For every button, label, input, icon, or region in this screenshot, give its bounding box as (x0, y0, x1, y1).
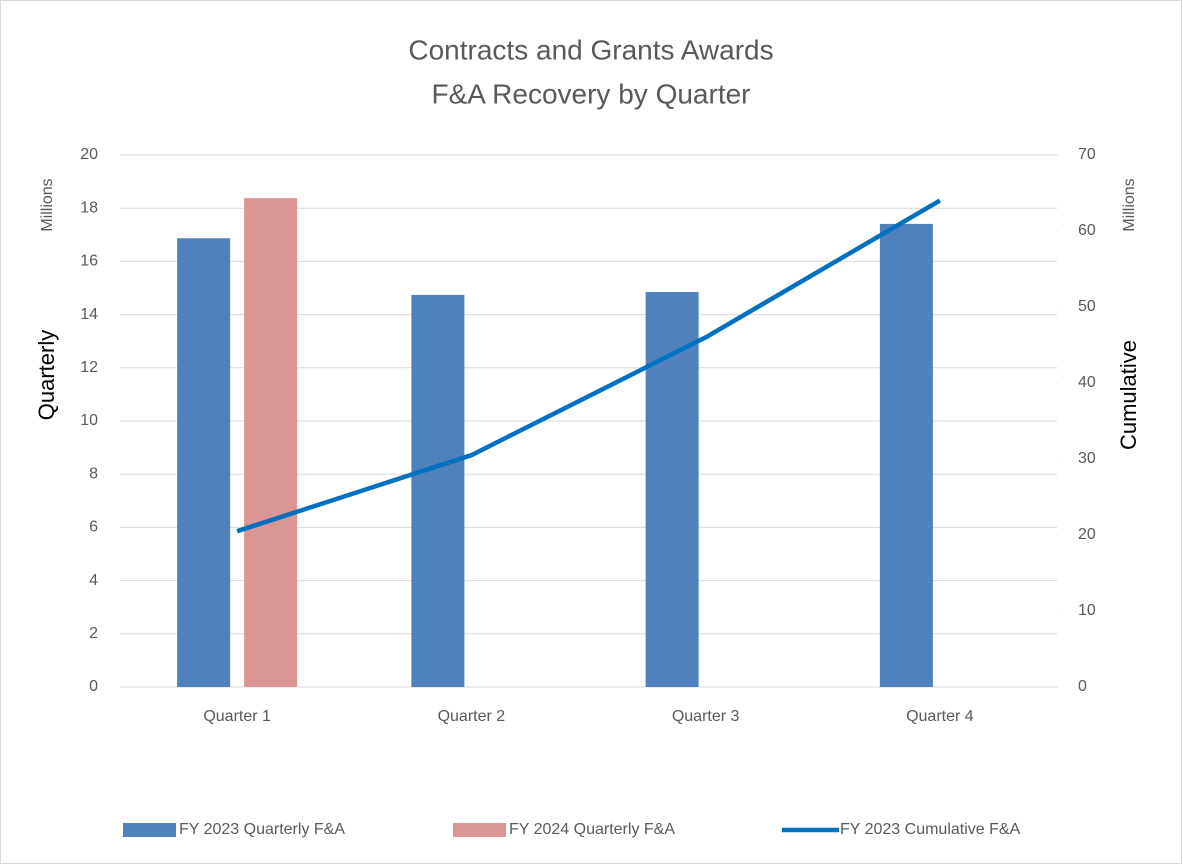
chart-title: Contracts and Grants Awards (408, 34, 773, 65)
legend-label: FY 2023 Cumulative F&A (840, 821, 1021, 838)
legend-swatch (453, 823, 506, 837)
y2-axis-title: Cumulative (1116, 340, 1141, 450)
y-tick-label: 0 (89, 678, 98, 695)
legend-label: FY 2024 Quarterly F&A (509, 821, 675, 838)
legend-label: FY 2023 Quarterly F&A (179, 821, 345, 838)
y2-tick-label: 40 (1078, 374, 1096, 391)
y-tick-label: 8 (89, 465, 98, 482)
bar (645, 291, 699, 687)
y2-tick-label: 60 (1078, 222, 1096, 239)
y-tick-label: 18 (80, 199, 98, 216)
y2-tick-label: 20 (1078, 526, 1096, 543)
y2-tick-label: 30 (1078, 450, 1096, 467)
x-tick-label: Quarter 4 (906, 708, 974, 725)
bar (411, 294, 465, 687)
y-tick-label: 6 (89, 519, 98, 536)
y-tick-label: 20 (80, 146, 98, 163)
legend-swatch (123, 823, 176, 837)
y-tick-label: 10 (80, 412, 98, 429)
bar (879, 223, 933, 688)
y-tick-label: 12 (80, 359, 98, 376)
y-axis-unit: Millions (39, 178, 56, 231)
y-tick-label: 4 (89, 572, 98, 589)
bar (244, 198, 298, 688)
chart-subtitle: F&A Recovery by Quarter (431, 78, 750, 109)
y2-tick-label: 70 (1078, 146, 1096, 163)
x-tick-label: Quarter 2 (438, 708, 506, 725)
y2-axis-unit: Millions (1121, 178, 1138, 231)
bar (177, 238, 231, 687)
y-tick-label: 2 (89, 625, 98, 642)
line (236, 198, 942, 534)
x-tick-label: Quarter 3 (672, 708, 740, 725)
y-axis-title: Quarterly (34, 330, 59, 420)
y-tick-label: 14 (80, 306, 98, 323)
y2-tick-label: 0 (1078, 678, 1087, 695)
x-tick-label: Quarter 1 (203, 708, 271, 725)
y-tick-label: 16 (80, 253, 98, 270)
y2-tick-label: 50 (1078, 298, 1096, 315)
y2-tick-label: 10 (1078, 602, 1096, 619)
